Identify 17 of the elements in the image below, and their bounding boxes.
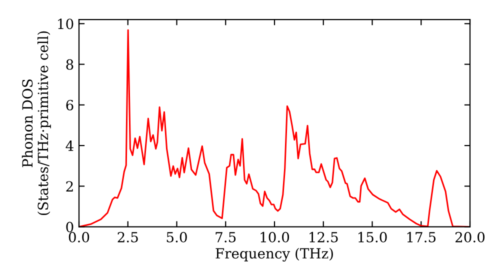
y-axis-title: Phonon DOS (States/THz·primitive cell) [22,31,51,216]
x-tick-label: 10.0 [260,232,290,242]
x-tick-label: 7.5 [216,232,236,242]
x-tick-label: 15.0 [358,232,387,242]
x-axis-title: Frequency (THz) [216,248,333,262]
x-tick-label: 12.5 [310,232,338,242]
y-tick-label: 8 [66,59,74,70]
x-tick-label: 0.0 [68,232,90,242]
x-tick-label: 5.0 [166,232,187,242]
y-tick-label: 0 [66,222,74,232]
x-tick-label: 2.5 [118,232,138,242]
y-tick-label: 4 [66,140,74,151]
x-tick-label: 17.5 [407,232,436,242]
y-tick-label: 6 [66,100,74,110]
x-tick-label: 20.0 [455,232,485,242]
y-tick-label: 10 [58,18,74,30]
y-tick-label: 2 [66,181,73,192]
